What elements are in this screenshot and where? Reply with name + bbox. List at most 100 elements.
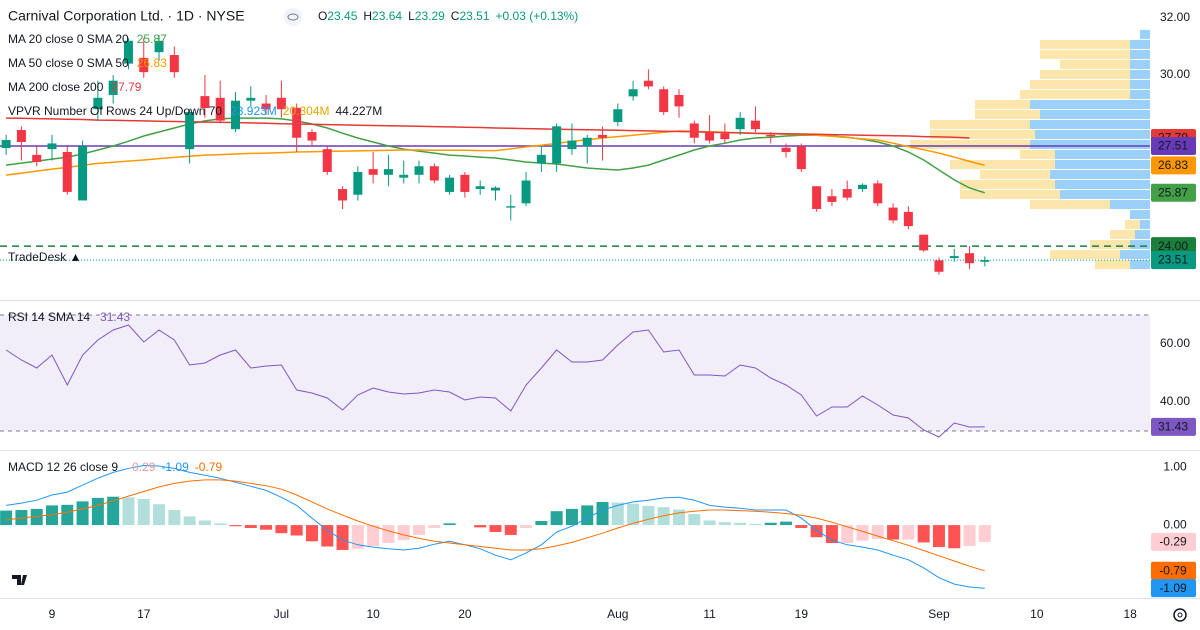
macd-histogram: [887, 525, 900, 540]
macd-histogram: [902, 525, 915, 540]
candle-body: [628, 89, 638, 97]
gear-hub[interactable]: [1177, 612, 1183, 618]
candle-body: [552, 126, 562, 164]
vp-up: [1055, 180, 1150, 190]
vp-up: [1130, 49, 1150, 59]
logo-shape[interactable]: [12, 575, 27, 585]
x-tick-label: Sep: [928, 607, 950, 621]
price-tag: [1151, 561, 1196, 580]
candle-body: [1, 140, 11, 149]
ohlc-value: 23.45: [327, 9, 357, 23]
macd-histogram: [627, 503, 640, 526]
eye-icon[interactable]: [287, 13, 299, 21]
vp-down: [980, 170, 1050, 180]
macd-histogram: [703, 520, 716, 526]
vp-up: [1130, 240, 1150, 250]
macd-histogram: [290, 525, 303, 536]
legend-item: 27.79: [111, 80, 141, 94]
x-tick-label: Jul: [274, 607, 289, 621]
legend: MA 200 close 200 27.79: [8, 80, 142, 94]
legend-item: -1.09: [161, 460, 189, 474]
candle-body: [766, 134, 776, 137]
macd-histogram: [168, 510, 181, 526]
legend-item: MA 50 close 0 SMA 50: [8, 56, 129, 70]
price-tag-label: 24.00: [1158, 239, 1188, 253]
candle-body: [169, 55, 179, 73]
candle-body: [582, 137, 592, 147]
rsi-band: [0, 315, 1150, 432]
price-tag-label: 25.87: [1158, 185, 1188, 199]
legend-item: MA 200 close 200: [8, 80, 104, 94]
vp-up: [1030, 99, 1150, 109]
macd-histogram: [321, 525, 334, 547]
vp-up: [1130, 89, 1150, 99]
ohlc-legend: O23.45 H23.64 L23.29 C23.51 +0.03 (+0.13%): [318, 9, 578, 23]
x-tick-label: 19: [795, 607, 809, 621]
macd-histogram: [642, 505, 655, 526]
vp-down: [975, 109, 1040, 119]
macd-histogram: [382, 525, 395, 544]
x-tick-label: 18: [1123, 607, 1137, 621]
vp-down: [1110, 230, 1135, 240]
x-tick-label: Aug: [607, 607, 628, 621]
price-tag-label: -0.79: [1159, 563, 1187, 577]
vp-up: [1060, 190, 1150, 200]
tv-logo[interactable]: [12, 575, 27, 585]
macd-histogram: [550, 511, 563, 526]
candle-body: [796, 146, 806, 170]
vp-down: [1040, 49, 1130, 59]
vp-down: [1020, 150, 1055, 160]
candle-body: [246, 97, 256, 101]
moving-average: [6, 117, 970, 139]
candle-body: [62, 151, 72, 192]
macd-histogram: [443, 523, 456, 526]
vp-down: [950, 160, 1055, 170]
macd-histogram: [596, 501, 609, 526]
x-tick-label: 17: [137, 607, 151, 621]
vp-down: [975, 99, 1030, 109]
price-tag: [1151, 579, 1196, 598]
macd-histogram: [397, 525, 410, 541]
candle-body: [399, 174, 409, 178]
legend-item: -0.79: [195, 460, 223, 474]
vp-up: [1050, 170, 1150, 180]
macd-histogram: [795, 525, 808, 528]
vp-down: [960, 180, 1055, 190]
ohlc-value: 23.51: [459, 9, 489, 23]
candle-body: [965, 253, 975, 264]
vp-down: [930, 119, 1030, 129]
price-tag: [1151, 183, 1196, 202]
candle-body: [689, 123, 699, 138]
candle-body: [200, 96, 210, 109]
candle-body: [429, 166, 439, 181]
vp-up: [1055, 160, 1150, 170]
eye-icon-bg[interactable]: [284, 8, 302, 26]
vp-down: [960, 190, 1060, 200]
price-tag: [1151, 137, 1196, 156]
settings[interactable]: [1173, 608, 1187, 622]
price-tag-label: 23.51: [1158, 253, 1188, 267]
x-tick-label: 10: [366, 607, 380, 621]
visibility-toggle[interactable]: [284, 8, 302, 26]
macd-histogram: [489, 525, 502, 533]
vp-up: [1120, 250, 1150, 260]
candle-body: [888, 207, 898, 221]
candle-body: [490, 187, 500, 191]
macd-histogram: [336, 525, 349, 550]
vp-down: [1090, 240, 1130, 250]
candle-body: [567, 140, 577, 150]
candle-body: [414, 166, 424, 175]
macd-histogram: [520, 525, 533, 528]
price-tag: [1151, 156, 1196, 175]
candle-body: [154, 40, 164, 53]
y-tick-label: 40.00: [1160, 394, 1190, 408]
vp-down: [1060, 59, 1130, 69]
ohlc-key: O: [318, 9, 327, 23]
price-tag: [1151, 251, 1196, 270]
gear-icon[interactable]: [1173, 608, 1187, 622]
vp-up: [1140, 29, 1150, 39]
macd-histogram: [15, 510, 28, 526]
price-tag-label: 27.51: [1158, 139, 1188, 153]
candle-body: [231, 100, 241, 130]
macd-histogram: [107, 496, 120, 526]
